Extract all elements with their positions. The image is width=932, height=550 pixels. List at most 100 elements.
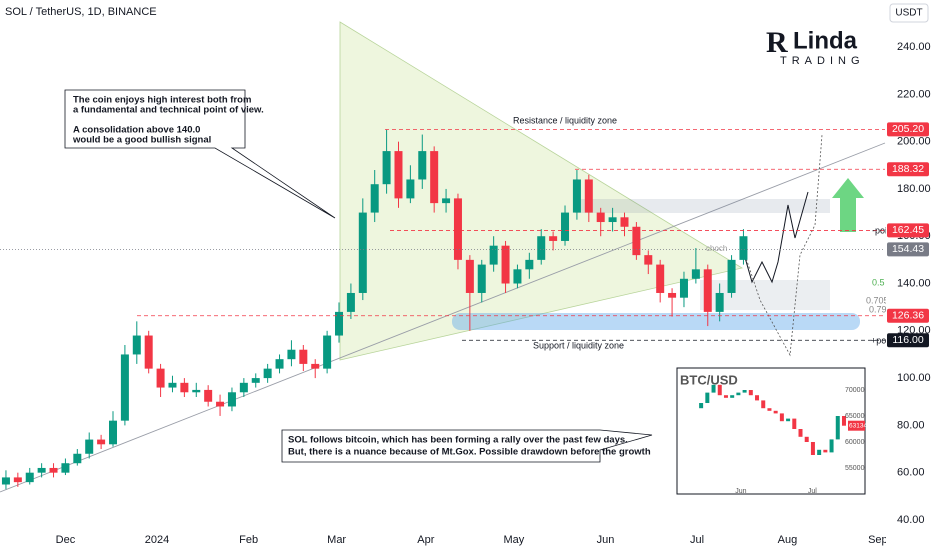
candle-body — [192, 389, 201, 393]
inset-frame — [676, 367, 866, 495]
x-tick-label: May — [503, 534, 524, 546]
logo-r: R — [766, 26, 788, 59]
price-label: 154.43 — [892, 243, 924, 255]
candle-body — [453, 198, 462, 260]
candle-body — [711, 384, 716, 393]
y-tick-label: 220.00 — [897, 88, 931, 100]
y-tick-label: 70000 — [845, 387, 865, 394]
y-tick-label: 55000 — [845, 465, 865, 472]
candle-body — [335, 311, 344, 336]
price-label-box — [887, 242, 929, 257]
candle-body — [742, 390, 747, 393]
candle-body — [97, 439, 106, 445]
x-tick-label: 2024 — [145, 534, 169, 546]
candle-body — [608, 217, 617, 223]
candle-body — [525, 259, 534, 270]
candle-body — [61, 463, 70, 473]
projection — [739, 191, 809, 284]
candle-body — [804, 436, 809, 442]
y-tick-label: 240.00 — [897, 41, 931, 53]
y-tick-label: 100.00 — [897, 372, 931, 384]
candle-body — [382, 151, 391, 185]
candle-body — [723, 395, 728, 398]
candle-body — [311, 363, 320, 369]
y-tick-label: 60000 — [845, 439, 865, 446]
candle-body — [465, 259, 474, 293]
note-text: a fundamental and technical point of vie… — [73, 105, 264, 116]
candle-body — [823, 449, 828, 453]
note-text: SOL follows bitcoin, which has been form… — [288, 435, 628, 446]
price-label-box — [887, 223, 929, 238]
last-price-box — [848, 420, 865, 431]
price-label: 205.20 — [892, 123, 924, 135]
candle-body — [120, 354, 129, 421]
candle-body — [358, 212, 367, 293]
marks: Dec 2024 Feb Mar Apr May Jun Jul Aug Sep — [0, 128, 888, 546]
candle-body — [489, 245, 498, 265]
candle-body — [168, 382, 177, 388]
candle-body — [727, 259, 736, 293]
candle-body — [144, 335, 153, 369]
y-axis-bg — [886, 28, 932, 550]
candle-body — [620, 217, 629, 227]
candle-body — [323, 335, 332, 369]
candle-body — [132, 335, 141, 355]
y-tick-label: 65000 — [845, 413, 865, 420]
x-tick-label: Mar — [327, 534, 346, 546]
price-label-box — [887, 122, 929, 137]
candle-body — [251, 378, 260, 383]
candle-body — [442, 198, 451, 204]
support-zone — [452, 313, 860, 330]
candle-body — [477, 264, 486, 293]
candle-body — [287, 349, 296, 360]
inset-chart: BTC/USD 70000 65000 60000 55000 Jun Jul 63134 — [676, 367, 867, 495]
candle-body — [786, 418, 791, 422]
note-box — [281, 429, 653, 463]
candle-body — [656, 264, 665, 293]
candle-body — [1, 477, 10, 485]
candle-body — [275, 359, 284, 369]
candle-body — [829, 439, 834, 453]
note-box — [64, 89, 336, 219]
candle-body — [596, 212, 605, 223]
candle-body — [501, 245, 510, 284]
candle-body — [85, 439, 94, 454]
candle-body — [299, 349, 308, 364]
candle-body — [715, 292, 724, 312]
y-tick-label: 80.00 — [897, 419, 925, 431]
candle-body — [561, 212, 570, 241]
candle-body — [394, 151, 403, 199]
candle-body — [37, 467, 46, 473]
candle-body — [263, 368, 272, 379]
note-text: would be a good bullish signal — [72, 135, 211, 146]
logo-sub: TRADING — [780, 55, 865, 67]
candle-body — [227, 392, 236, 407]
note-text: But, there is a nuance because of Mt.Gox… — [288, 447, 651, 458]
x-tick-label: Jun — [735, 488, 746, 495]
x-tick-label: Aug — [778, 534, 798, 546]
poi-label: +poi — [871, 335, 888, 345]
candle-body — [25, 472, 34, 483]
y-tick-label: 40.00 — [897, 514, 925, 526]
candle-body — [632, 226, 641, 256]
candle-body — [798, 429, 803, 437]
candle-body — [204, 389, 213, 402]
y-tick-label: 200.00 — [897, 136, 931, 148]
fib-label: 0.79 — [869, 304, 887, 314]
price-label-box — [887, 333, 929, 348]
x-tick-label: Jul — [808, 488, 817, 495]
candle-body — [156, 368, 165, 388]
candle-body — [835, 416, 840, 440]
candle-body — [817, 449, 822, 455]
liquidity-zone — [575, 199, 830, 213]
candle-body — [549, 236, 558, 241]
candle-body — [370, 184, 379, 213]
chart-title: SOL / TetherUS, 1D, BINANCE — [5, 6, 157, 18]
candle-body — [717, 384, 722, 396]
candle-body — [572, 179, 581, 213]
x-tick-label: Apr — [417, 534, 434, 546]
candle-body — [73, 453, 82, 464]
candle-body — [109, 420, 118, 445]
price-label: 126.36 — [892, 310, 924, 322]
